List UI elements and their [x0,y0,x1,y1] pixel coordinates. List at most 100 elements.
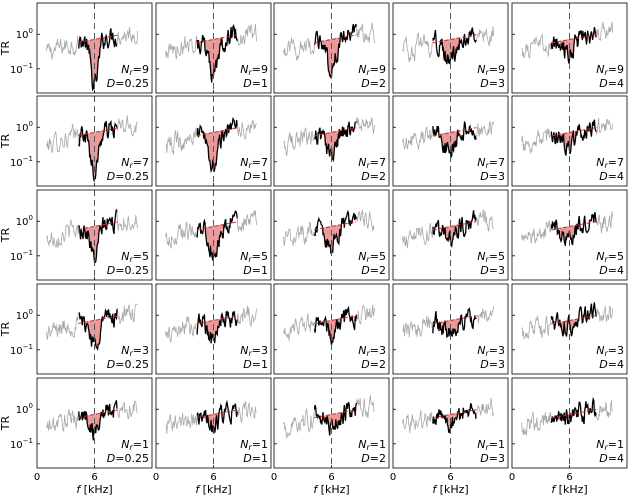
fit-line [314,315,357,325]
x-axis-label: f [kHz] [195,483,231,496]
fit-line [78,221,118,230]
y-axis-label: TR [0,415,12,431]
panel-nr-label: Nr=9 [121,63,149,77]
panel-d-label: D=4 [599,77,624,90]
panel-nr-label: Nr=7 [477,156,505,170]
panel-nr5-d3: Nr=5D=3 [392,189,509,281]
panel-nr-label: Nr=3 [477,344,505,358]
panel-nr3-d4: Nr=3D=4 [511,283,628,375]
panel-nr1-d1: Nr=1D=1 0 6f [kHz] [153,377,272,496]
panel-d-label: D=3 [480,77,505,90]
fit-line [196,315,238,325]
panel-nr5-d4: Nr=5D=4 [511,189,628,281]
band-trace-line [550,119,597,156]
panel-nr-label: Nr=9 [358,63,386,77]
x-tick-label: 6 [210,472,216,483]
band-trace-line [313,401,358,436]
panel-nr-label: Nr=1 [121,438,149,452]
fit-line [551,409,597,419]
fit-line [314,409,357,419]
band-trace-line [550,302,597,337]
x-tick-label: 0 [271,472,277,483]
panel-d-label: D=2 [361,264,386,277]
y-tick-label: 100 [16,120,33,134]
panel-d-label: D=0.25 [107,77,149,90]
fit-line [78,315,118,324]
panel-nr-label: Nr=7 [240,156,268,170]
band-trace-line [550,212,597,246]
x-tick-label: 0 [390,472,396,483]
band-trace-line [432,210,477,249]
panel-d-label: D=1 [243,264,268,277]
y-tick-label: 100 [16,402,33,416]
panel-nr3-d1: Nr=3D=1 [155,283,272,375]
band-trace-line [432,120,477,158]
y-tick-label: 100 [16,27,33,41]
panel-nr-label: Nr=5 [596,250,624,264]
fit-line [196,34,238,44]
panel-nr5-d0.25: Nr=5D=0.25 100 10−1 TR [0,189,153,281]
panel-nr7-d2: Nr=7D=2 [273,95,390,187]
panel-nr-label: Nr=3 [121,344,149,358]
band-trace-line [78,400,118,441]
panel-nr9-d3: Nr=9D=3 [392,2,509,94]
x-tick-label: 6 [91,472,97,483]
band-trace-line [432,27,477,65]
x-tick-label: 6 [566,472,572,483]
panel-nr-label: Nr=1 [358,438,386,452]
y-tick-label: 10−1 [10,437,33,451]
dip-area [84,130,105,181]
x-tick-label: 0 [509,472,515,483]
panel-nr1-d0.25: Nr=1D=0.25 100 10−1 TR 0 6f [kHz] [0,377,153,496]
y-axis-label: TR [0,227,12,243]
panel-nr9-d2: Nr=9D=2 [273,2,390,94]
x-axis-label: f [kHz] [76,483,112,496]
panel-nr-label: Nr=7 [596,156,624,170]
panel-d-label: D=0.25 [107,264,149,277]
y-tick-label: 100 [16,214,33,228]
fit-line [196,409,238,419]
y-tick-label: 10−1 [10,62,33,76]
dip-area [203,37,224,83]
band-trace-line [313,209,358,254]
panel-d-label: D=1 [243,452,268,465]
panel-d-label: D=3 [480,452,505,465]
panel-d-label: D=3 [480,264,505,277]
panel-d-label: D=1 [243,77,268,90]
y-axis-label: TR [0,321,12,337]
fit-line [196,221,238,231]
panel-nr7-d1: Nr=7D=1 [155,95,272,187]
band-trace-line [432,403,477,434]
panel-nr1-d3: Nr=1D=3 0 6f [kHz] [390,377,509,496]
panel-nr-label: Nr=1 [240,438,268,452]
band-trace-line [196,399,238,434]
y-axis-label: TR [0,133,12,149]
panel-nr3-d0.25: Nr=3D=0.25 100 10−1 TR [0,283,153,375]
x-tick-label: 6 [447,472,453,483]
fit-line [196,127,238,137]
panel-nr3-d3: Nr=3D=3 [392,283,509,375]
x-axis-label: f [kHz] [313,483,349,496]
y-tick-label: 10−1 [10,249,33,263]
panel-nr-label: Nr=9 [596,63,624,77]
fit-line [551,315,597,325]
panel-nr-label: Nr=5 [240,250,268,264]
panel-nr9-d1: Nr=9D=1 [155,2,272,94]
panel-nr-label: Nr=7 [121,156,149,170]
band-trace-line [550,26,597,64]
y-tick-label: 10−1 [10,343,33,357]
fit-line [314,127,357,137]
panel-nr-label: Nr=5 [358,250,386,264]
panel-nr-label: Nr=5 [121,250,149,264]
fit-line [551,127,597,137]
panel-nr1-d4: Nr=1D=4 0 6f [kHz] [509,377,628,496]
fit-line [432,409,477,419]
panel-d-label: D=4 [599,452,624,465]
fit-line [314,34,357,44]
panel-d-label: D=4 [599,264,624,277]
x-axis-label: f [kHz] [551,483,587,496]
panel-d-label: D=1 [243,358,268,371]
panel-nr1-d2: Nr=1D=2 0 6f [kHz] [271,377,390,496]
panel-d-label: D=0.25 [107,170,149,183]
